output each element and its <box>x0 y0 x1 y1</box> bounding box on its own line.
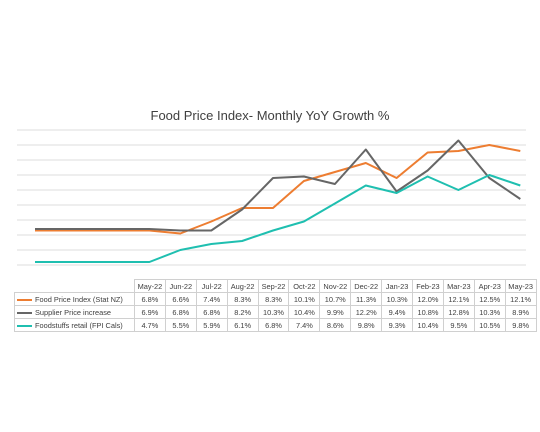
corner-cell <box>14 279 135 293</box>
category-label: Oct-22 <box>288 279 321 293</box>
series-name-text: Supplier Price increase <box>35 307 111 317</box>
header-row: May-22 Jun-22 Jul-22 Aug-22 Sep-22 Oct-22 Nov-… <box>14 279 537 293</box>
series-name: Supplier Price increase <box>14 305 135 319</box>
data-table: May-22 Jun-22 Jul-22 Aug-22 Sep-22 Oct-22 Nov-… <box>14 279 537 332</box>
data-value: 10.3% <box>381 292 414 306</box>
category-label: Dec-22 <box>350 279 383 293</box>
data-value: 8.3% <box>257 292 290 306</box>
category-label: Feb-23 <box>412 279 444 293</box>
data-value: 8.3% <box>226 292 259 306</box>
data-value: 9.8% <box>350 318 383 332</box>
data-value: 10.4% <box>412 318 444 332</box>
series-lines <box>35 139 521 263</box>
data-value: 9.3% <box>381 318 414 332</box>
data-value: 6.8% <box>195 305 228 319</box>
data-value: 10.3% <box>473 305 506 319</box>
data-value: 9.5% <box>442 318 475 332</box>
series-line-2 <box>35 174 521 263</box>
data-value: 6.8% <box>164 305 197 319</box>
data-value: 5.9% <box>195 318 228 332</box>
series-row: Foodstuffs retail (FPI Cals) 4.7% 5.5% 5.9%… <box>14 318 537 332</box>
category-label: Jun-22 <box>164 279 197 293</box>
series-row: Food Price Index (Stat NZ) 6.8% 6.6% 7.4% 8.… <box>14 292 537 306</box>
data-value: 10.8% <box>412 305 444 319</box>
data-value: 10.7% <box>319 292 352 306</box>
data-value: 6.8% <box>257 318 290 332</box>
data-value: 10.1% <box>288 292 321 306</box>
series-name-text: Foodstuffs retail (FPI Cals) <box>35 320 123 330</box>
category-label: Nov-22 <box>319 279 352 293</box>
data-value: 7.4% <box>195 292 228 306</box>
data-value: 7.4% <box>288 318 321 332</box>
series-name: Foodstuffs retail (FPI Cals) <box>14 318 135 332</box>
data-value: 12.5% <box>473 292 506 306</box>
data-value: 6.8% <box>134 292 166 306</box>
category-label: Jul-22 <box>195 279 228 293</box>
data-value: 12.8% <box>442 305 475 319</box>
series-name-text: Food Price Index (Stat NZ) <box>35 294 123 304</box>
data-value: 10.3% <box>257 305 290 319</box>
data-value: 6.9% <box>134 305 166 319</box>
data-value: 12.2% <box>350 305 383 319</box>
category-label: Aug-22 <box>226 279 259 293</box>
data-value: 4.7% <box>134 318 166 332</box>
category-label: Apr-23 <box>473 279 506 293</box>
data-value: 9.8% <box>504 318 537 332</box>
series-name: Food Price Index (Stat NZ) <box>14 292 135 306</box>
data-value: 12.1% <box>504 292 537 306</box>
category-label: Sep-22 <box>257 279 290 293</box>
data-value: 8.6% <box>319 318 352 332</box>
chart-title: Food Price Index- Monthly YoY Growth % <box>150 108 390 123</box>
data-value: 6.1% <box>226 318 259 332</box>
series-line-1 <box>35 139 521 232</box>
series-row: Supplier Price increase 6.9% 6.8% 6.8% 8.2% 1… <box>14 305 537 319</box>
data-value: 12.1% <box>442 292 475 306</box>
category-label: Jan-23 <box>381 279 414 293</box>
legend-key <box>17 311 32 314</box>
category-label: May-23 <box>504 279 537 293</box>
data-value: 8.9% <box>504 305 537 319</box>
data-value: 5.5% <box>164 318 197 332</box>
data-value: 11.3% <box>350 292 383 306</box>
data-value: 12.0% <box>412 292 444 306</box>
legend-key <box>17 324 32 327</box>
data-value: 9.4% <box>381 305 414 319</box>
legend-key <box>17 298 32 301</box>
data-value: 6.6% <box>164 292 197 306</box>
data-value: 10.4% <box>288 305 321 319</box>
category-label: May-22 <box>134 279 166 293</box>
data-value: 10.5% <box>473 318 506 332</box>
gridlines <box>17 129 526 266</box>
data-value: 8.2% <box>226 305 259 319</box>
category-label: Mar-23 <box>442 279 475 293</box>
data-value: 9.9% <box>319 305 352 319</box>
